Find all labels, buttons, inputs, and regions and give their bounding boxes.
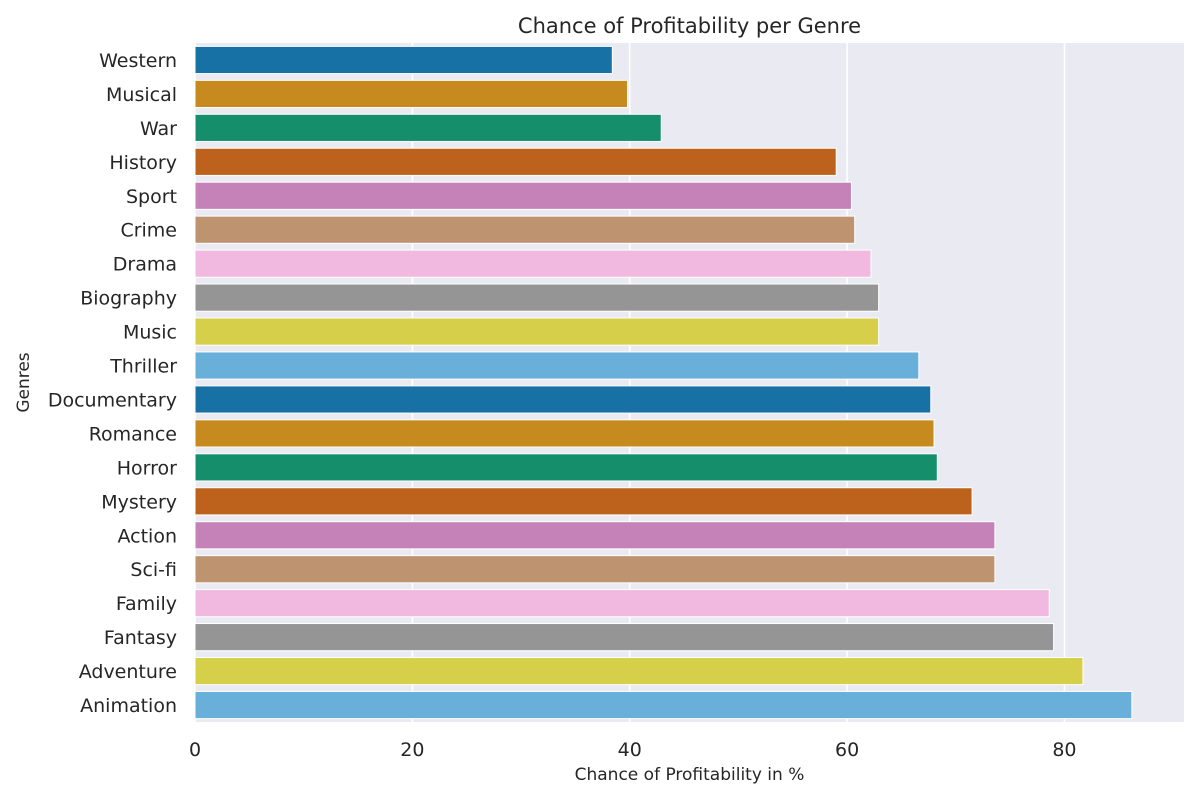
bar-war xyxy=(194,113,662,142)
y-tick-label: Biography xyxy=(80,288,177,310)
bar-western xyxy=(194,45,613,75)
bar-crime xyxy=(194,215,856,244)
bar-horror xyxy=(194,453,938,482)
bar-action xyxy=(194,521,996,550)
y-tick-label: Fantasy xyxy=(104,627,177,649)
bar-fantasy xyxy=(194,623,1055,652)
bar-romance xyxy=(194,419,935,448)
y-tick-label: Thriller xyxy=(109,356,177,378)
y-tick-label: Crime xyxy=(120,220,177,242)
bar-sci-fi xyxy=(194,555,996,584)
x-tick-label: 0 xyxy=(189,739,201,761)
y-tick-label: Adventure xyxy=(79,661,177,683)
y-tick-label: Music xyxy=(123,322,177,344)
x-tick-label: 80 xyxy=(1052,739,1076,761)
y-tick-label: War xyxy=(140,118,177,140)
y-tick-label: Musical xyxy=(106,84,177,106)
y-tick-labels: Western Musical War History Sport Crime Drama B… xyxy=(48,50,177,717)
chart-title: Chance of Profitability per Genre xyxy=(518,14,861,38)
bar-drama xyxy=(194,249,872,278)
y-tick-label: Documentary xyxy=(48,389,177,411)
bar-sport xyxy=(194,181,852,210)
x-tick-label: 20 xyxy=(400,739,424,761)
y-tick-label: Family xyxy=(116,593,177,615)
bar-family xyxy=(194,589,1050,618)
bar-documentary xyxy=(194,385,932,414)
y-tick-label: Sci-fi xyxy=(130,559,177,581)
bar-history xyxy=(194,147,837,176)
y-tick-label: Action xyxy=(117,525,177,547)
bar-biography xyxy=(194,283,880,312)
bar-music xyxy=(194,317,880,346)
y-tick-label: Romance xyxy=(89,423,177,445)
bar-musical xyxy=(194,79,629,109)
y-tick-label: Sport xyxy=(126,186,177,208)
x-tick-label: 60 xyxy=(835,739,859,761)
y-tick-label: Drama xyxy=(113,254,177,276)
x-axis-label: Chance of Profitability in % xyxy=(575,765,805,785)
bar-thriller xyxy=(194,351,920,380)
y-axis-label: Genres xyxy=(14,352,34,412)
bar-mystery xyxy=(194,487,973,516)
y-tick-label: Animation xyxy=(80,695,177,717)
y-tick-label: Horror xyxy=(117,457,177,479)
x-tick-label: 40 xyxy=(618,739,642,761)
bar-animation xyxy=(194,690,1133,720)
y-tick-label: History xyxy=(109,152,177,174)
x-tick-labels: 0 20 40 60 80 xyxy=(189,739,1077,761)
bars xyxy=(194,45,1133,720)
bar-adventure xyxy=(194,656,1084,686)
y-tick-label: Western xyxy=(99,50,177,72)
plot-area xyxy=(195,43,1184,722)
y-tick-label: Mystery xyxy=(101,491,177,513)
